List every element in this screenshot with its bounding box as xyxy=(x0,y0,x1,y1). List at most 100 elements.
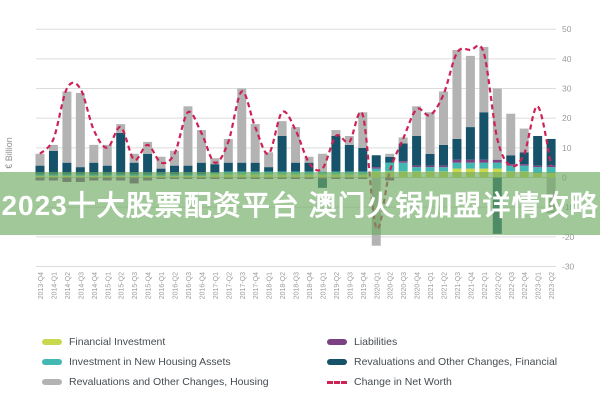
bar-segment xyxy=(479,112,489,160)
bar-segment xyxy=(506,113,516,156)
y-tick-label: 50 xyxy=(562,24,572,34)
x-tick-label: 2016-Q3 xyxy=(186,272,193,299)
x-tick-label: 2023-Q2 xyxy=(549,272,556,299)
x-tick-label: 2014-Q3 xyxy=(78,272,85,299)
bar-segment xyxy=(75,167,85,175)
bar-segment xyxy=(465,162,475,169)
y-tick-label: -20 xyxy=(562,232,575,242)
x-tick-label: 2020-Q1 xyxy=(374,272,381,299)
bar-segment xyxy=(479,162,489,169)
bar-segment xyxy=(196,162,206,175)
bar-segment xyxy=(546,167,556,174)
net-worth-chart: 50403020100-10-20-302013-Q42014-Q12014-Q… xyxy=(35,24,575,299)
bar-segment xyxy=(223,162,233,172)
x-tick-label: 2017-Q2 xyxy=(226,272,233,299)
legend-item: Liabilities xyxy=(327,334,597,350)
bar-segment xyxy=(439,167,448,172)
bar-segment xyxy=(317,153,327,172)
bar-segment xyxy=(465,159,475,163)
bar-segment xyxy=(170,150,179,166)
bar-segment xyxy=(331,135,341,172)
legend-label: Investment in New Housing Assets xyxy=(69,356,231,368)
bar-segment xyxy=(412,135,422,166)
bar-segment xyxy=(425,112,435,154)
bar-segment xyxy=(492,159,502,163)
legend-item: Revaluations and Other Changes, Financia… xyxy=(327,354,597,370)
bar-segment xyxy=(291,162,301,172)
y-tick-label: 20 xyxy=(562,113,572,123)
bar-segment xyxy=(156,156,166,169)
x-tick-label: 2016-Q1 xyxy=(159,272,166,299)
bar-segment xyxy=(492,162,502,169)
bar-segment xyxy=(304,162,314,172)
bar-segment xyxy=(385,153,395,157)
bar-segment xyxy=(425,153,435,166)
bar-segment xyxy=(519,164,529,166)
bar-segment xyxy=(506,155,516,165)
chart-legend: Financial Investment Investment in New Ho… xyxy=(0,330,600,396)
bar-segment xyxy=(89,144,99,163)
bar-segment xyxy=(398,143,408,162)
bar-segment xyxy=(385,162,395,172)
x-tick-label: 2020-Q2 xyxy=(388,272,395,299)
legend-color-swatch xyxy=(42,339,62,345)
bar-segment xyxy=(331,130,341,136)
bar-segment xyxy=(344,144,354,172)
bar-segment xyxy=(116,124,126,134)
legend-label: Change in Net Worth xyxy=(354,376,452,388)
bar-segment xyxy=(143,141,153,154)
bar-segment xyxy=(102,165,112,175)
x-tick-label: 2015-Q1 xyxy=(105,272,112,299)
x-tick-label: 2023-Q1 xyxy=(536,272,543,299)
bar-segment xyxy=(385,156,395,163)
bar-segment xyxy=(210,164,220,174)
legend-label: Financial Investment xyxy=(69,336,166,348)
bar-segment xyxy=(264,152,274,168)
bar-segment xyxy=(519,152,529,165)
x-tick-label: 2022-Q3 xyxy=(509,272,516,299)
bar-segment xyxy=(425,167,435,172)
x-tick-label: 2018-Q3 xyxy=(294,272,301,299)
bar-segment xyxy=(358,112,368,148)
bar-segment xyxy=(439,165,448,168)
overlay-banner: 2023十大股票配资平台 澳门火锅加盟详情攻略 xyxy=(0,172,600,235)
bar-segment xyxy=(519,128,529,153)
bar-segment xyxy=(546,165,556,168)
bar-segment xyxy=(412,167,422,172)
bar-segment xyxy=(143,153,153,175)
legend-label: Liabilities xyxy=(354,336,398,348)
x-tick-label: 2022-Q1 xyxy=(482,272,489,299)
bar-segment xyxy=(102,144,112,166)
x-tick-label: 2020-Q4 xyxy=(415,272,422,299)
x-tick-label: 2014-Q4 xyxy=(92,272,99,299)
bar-segment xyxy=(291,127,301,163)
bar-segment xyxy=(439,144,448,166)
banner-text: 2023十大股票配资平台 澳门火锅加盟详情攻略 xyxy=(1,189,599,221)
legend-item: Financial Investment xyxy=(42,334,302,350)
bar-segment xyxy=(304,156,314,163)
bar-segment xyxy=(277,135,287,172)
bar-segment xyxy=(452,138,462,160)
x-tick-label: 2019-Q3 xyxy=(347,272,354,299)
bar-segment xyxy=(183,165,193,175)
x-tick-label: 2016-Q4 xyxy=(199,272,206,299)
x-tick-label: 2020-Q3 xyxy=(401,272,408,299)
bar-segment xyxy=(439,91,448,145)
legend-color-swatch xyxy=(327,339,347,345)
x-tick-label: 2017-Q1 xyxy=(213,272,220,299)
bar-segment xyxy=(452,49,462,139)
x-tick-label: 2017-Q3 xyxy=(240,272,247,299)
x-tick-label: 2015-Q2 xyxy=(119,272,126,299)
bar-segment xyxy=(264,167,274,172)
bar-segment xyxy=(425,165,435,168)
bar-segment xyxy=(237,162,247,172)
bar-segment xyxy=(371,167,381,169)
legend-color-swatch xyxy=(327,359,347,365)
bar-segment xyxy=(223,138,233,163)
bar-segment xyxy=(237,88,247,163)
legend-item: Investment in New Housing Assets xyxy=(42,354,302,370)
bar-segment xyxy=(156,168,166,175)
bar-segment xyxy=(398,161,408,163)
x-tick-label: 2021-Q4 xyxy=(468,272,475,299)
